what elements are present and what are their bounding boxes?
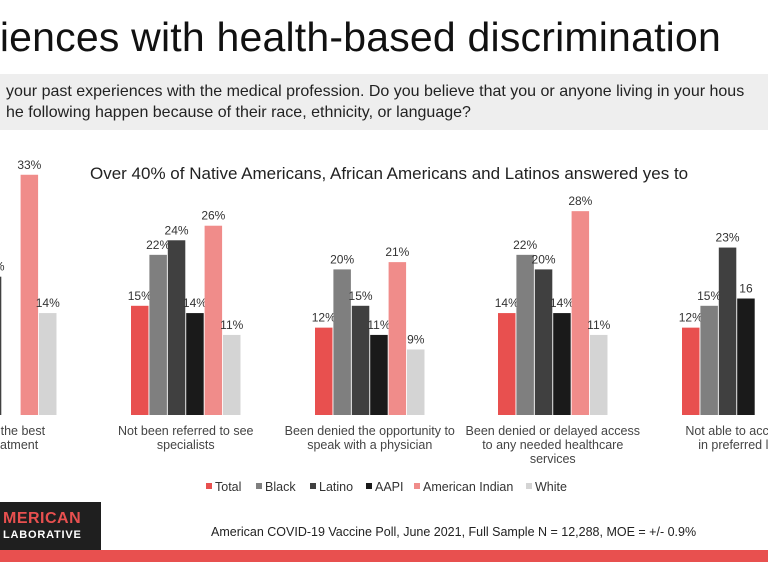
legend-swatch xyxy=(366,483,372,489)
chart-bar xyxy=(149,254,167,415)
chart-data-label: 15% xyxy=(128,289,152,303)
chart-category-label: to any needed healthcare xyxy=(482,438,623,452)
chart-data-label: 26% xyxy=(201,209,225,223)
chart-bar xyxy=(590,334,608,415)
chart-category-label: offered the best xyxy=(0,424,46,438)
question-line-2: he following happen because of their rac… xyxy=(6,104,471,121)
legend-label: Total xyxy=(215,480,241,494)
chart-bar xyxy=(388,262,407,415)
legend-label: Black xyxy=(265,480,296,494)
chart-category-label: in preferred la xyxy=(698,438,768,452)
chart-bar xyxy=(167,240,186,415)
legend-label: White xyxy=(535,480,567,494)
chart-category-label: Been denied the opportunity to xyxy=(285,424,455,438)
chart-bar xyxy=(516,254,534,415)
chart-data-label: 33% xyxy=(17,158,41,172)
chart-category-label: ble treatment xyxy=(0,438,39,452)
chart-bar xyxy=(534,269,553,415)
question-line-1: your past experiences with the medical p… xyxy=(6,83,745,100)
chart-subtitle: Over 40% of Native Americans, African Am… xyxy=(90,164,688,183)
logo-text-bottom: LABORATIVE xyxy=(3,529,82,541)
chart-data-label: 9% xyxy=(407,332,425,346)
chart-data-label: 15% xyxy=(697,289,721,303)
chart-data-label: 14% xyxy=(36,296,60,310)
chart-data-label: 28% xyxy=(568,194,592,208)
chart-bar xyxy=(39,313,57,415)
chart-data-label: 19% xyxy=(0,260,5,274)
chart-bar xyxy=(718,247,737,415)
chart-data-label: 23% xyxy=(716,231,740,245)
legend-label: AAPI xyxy=(375,480,404,494)
chart-data-label: 24% xyxy=(165,223,189,237)
footer-accent-bar xyxy=(0,550,768,562)
legend-swatch xyxy=(310,483,316,489)
chart-category-label: services xyxy=(530,452,576,466)
chart-data-label: 11% xyxy=(367,318,390,332)
legend-label: Latino xyxy=(319,480,353,494)
question-banner: your past experiences with the medical p… xyxy=(0,74,768,130)
logo-text-top: MERICAN xyxy=(3,510,82,527)
legend-swatch xyxy=(414,483,420,489)
chart-bar xyxy=(20,174,39,415)
chart-category-label: Been denied or delayed access xyxy=(466,424,640,438)
chart-data-label: 11% xyxy=(220,318,243,332)
chart-data-label: 22% xyxy=(513,238,537,252)
bar-chart: Over 40% of Native Americans, African Am… xyxy=(0,158,768,494)
chart-bar xyxy=(682,327,700,415)
chart-data-label: 12% xyxy=(312,311,336,325)
chart-category-label: Not been referred to see xyxy=(118,424,254,438)
footer-source: American COVID-19 Vaccine Poll, June 202… xyxy=(211,525,697,539)
chart-data-label: 11% xyxy=(587,318,610,332)
chart-bar xyxy=(131,305,149,415)
chart-bar xyxy=(553,313,571,415)
chart-data-label: 21% xyxy=(385,245,409,259)
chart-category-label: specialists xyxy=(157,438,215,452)
chart-bar xyxy=(351,305,370,415)
chart-data-label: 14% xyxy=(495,296,519,310)
chart-bar xyxy=(0,276,2,415)
chart-bar xyxy=(315,327,333,415)
chart-data-label: 14% xyxy=(183,296,207,310)
chart-data-label: 20% xyxy=(532,252,556,266)
legend-swatch xyxy=(206,483,212,489)
chart-bar xyxy=(223,334,241,415)
chart-bar xyxy=(700,305,718,415)
logo xyxy=(0,502,101,550)
chart-data-label: 22% xyxy=(146,238,170,252)
chart-bar xyxy=(333,269,351,415)
legend-swatch xyxy=(526,483,532,489)
chart-data-label: 16 xyxy=(739,282,753,296)
chart-bar xyxy=(737,298,755,415)
chart-data-label: 12% xyxy=(679,311,703,325)
page-title: eriences with health-based discriminatio… xyxy=(0,14,721,60)
chart-category-label: Not able to access xyxy=(685,424,768,438)
chart-bar xyxy=(204,225,223,415)
chart-category-label: speak with a physician xyxy=(307,438,432,452)
chart-data-label: 15% xyxy=(349,289,373,303)
chart-bar xyxy=(498,313,516,415)
legend-swatch xyxy=(256,483,262,489)
chart-bar xyxy=(370,334,388,415)
legend-label: American Indian xyxy=(423,480,513,494)
chart-bar xyxy=(407,349,425,415)
chart-data-label: 14% xyxy=(550,296,574,310)
chart-bar xyxy=(186,313,204,415)
chart-data-label: 20% xyxy=(330,252,354,266)
chart-bar xyxy=(571,211,590,415)
